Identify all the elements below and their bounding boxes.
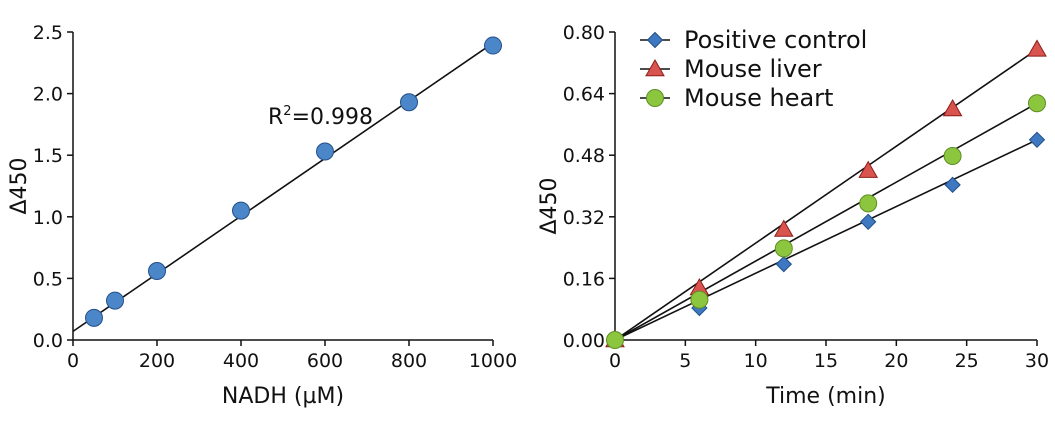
regression-line — [72, 42, 494, 333]
series-line — [614, 139, 1038, 341]
calibration-x-tick-label: 800 — [391, 350, 427, 372]
series-mouse-heart — [614, 102, 1038, 341]
calibration-point — [148, 262, 166, 281]
kinetic-y-tick-label: 0.32 — [563, 207, 605, 229]
calibration-x-tick-label: 0 — [67, 350, 79, 372]
calibration-points — [85, 36, 502, 327]
calibration-chart: 0.0 0.5 1.0 1.5 2.0 2.5 0 200 400 600 800 1000 NADH… — [7, 22, 517, 409]
calibration-point — [316, 142, 334, 161]
calibration-y-tick-label: 1.0 — [33, 207, 63, 229]
data-point — [859, 194, 878, 213]
r-squared-value: =0.998 — [292, 105, 373, 130]
data-point — [775, 255, 793, 273]
kinetic-x-tick-label: 10 — [744, 350, 768, 372]
calibration-y-tick-label: 0.0 — [33, 330, 63, 352]
data-point — [773, 219, 794, 237]
series-line — [614, 48, 1038, 341]
data-point — [774, 239, 793, 258]
calibration-x-tick-label: 1000 — [469, 350, 517, 372]
kinetic-x-tick-label: 30 — [1025, 350, 1049, 372]
series-positive-control — [614, 139, 1038, 341]
calibration-point — [232, 201, 250, 220]
calibration-y-tick-label: 2.5 — [33, 22, 63, 44]
data-point — [943, 146, 962, 165]
legend-item: Positive control — [640, 26, 867, 54]
data-point — [858, 160, 879, 178]
calibration-x-axis-title: NADH (µM) — [222, 384, 344, 409]
r-squared-annotation: R2=0.998 — [268, 104, 373, 130]
kinetic-x-axis-title: Time (min) — [765, 384, 886, 409]
kinetic-chart: 0.00 0.16 0.32 0.48 0.64 0.80 0 5 10 15 20 25 30 Pos… — [537, 22, 1049, 409]
legend-label: Mouse heart — [684, 84, 833, 112]
calibration-y-tick-label: 2.0 — [33, 84, 63, 106]
kinetic-x-tick-label: 0 — [609, 350, 621, 372]
series-markers — [606, 94, 1046, 349]
kinetic-y-tick-label: 0.16 — [563, 268, 605, 290]
calibration-x-tick-label: 200 — [139, 350, 175, 372]
kinetic-axes: 0.00 0.16 0.32 0.48 0.64 0.80 0 5 10 15 20 25 30 — [563, 22, 1049, 372]
calibration-x-tick-label: 400 — [223, 350, 259, 372]
data-point — [859, 213, 877, 231]
kinetic-y-axis-title: Δ450 — [537, 177, 562, 234]
r-squared-superscript: 2 — [283, 104, 291, 119]
legend-marker — [646, 89, 664, 107]
calibration-axes: 0.0 0.5 1.0 1.5 2.0 2.5 0 200 400 600 800 1000 — [33, 22, 517, 372]
kinetic-y-tick-label: 0.80 — [563, 22, 605, 44]
data-point — [606, 331, 624, 349]
kinetic-y-tick-label: 0.64 — [563, 84, 605, 106]
calibration-fit-line — [72, 42, 494, 333]
legend-item: Mouse heart — [640, 84, 833, 112]
r-squared-prefix: R — [268, 105, 283, 130]
data-point — [1028, 131, 1046, 149]
legend-item: Mouse liver — [640, 55, 822, 83]
calibration-y-tick-label: 1.5 — [33, 145, 63, 167]
legend-marker — [645, 58, 665, 77]
kinetic-x-tick-label: 5 — [679, 350, 691, 372]
series-line — [614, 102, 1038, 341]
data-point — [1028, 94, 1046, 113]
data-point — [942, 98, 963, 117]
kinetic-y-tick-label: 0.48 — [563, 145, 605, 167]
kinetic-series — [605, 39, 1047, 349]
calibration-point — [400, 93, 418, 112]
calibration-point — [85, 308, 103, 327]
series-mouse-liver — [614, 48, 1038, 341]
kinetic-y-tick-label: 0.00 — [563, 330, 605, 352]
data-point — [944, 176, 961, 194]
calibration-y-tick-label: 0.5 — [33, 268, 63, 290]
legend-label: Positive control — [684, 26, 867, 54]
calibration-point — [106, 291, 124, 310]
data-point — [690, 290, 709, 309]
kinetic-x-tick-label: 20 — [884, 350, 908, 372]
legend-marker — [646, 31, 664, 49]
calibration-point — [484, 36, 502, 55]
kinetic-x-tick-label: 15 — [814, 350, 838, 372]
calibration-x-tick-label: 600 — [307, 350, 343, 372]
legend-label: Mouse liver — [684, 55, 822, 83]
calibration-y-axis-title: Δ450 — [7, 157, 32, 214]
data-point — [1027, 39, 1047, 57]
kinetic-x-tick-label: 25 — [955, 350, 979, 372]
